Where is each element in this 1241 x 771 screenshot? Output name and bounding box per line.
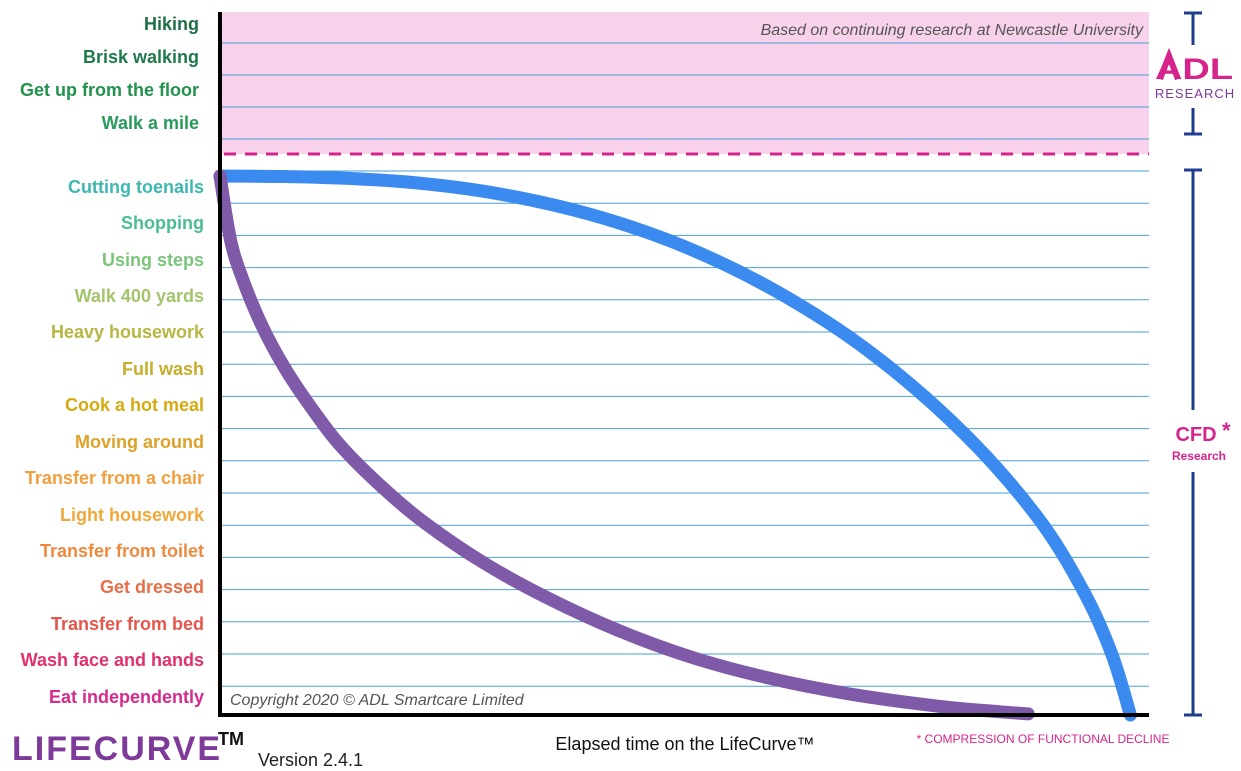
adl-research-zone [220,12,1149,154]
adl-logo-text: ADL [1155,53,1233,86]
activity-label: Hiking [144,14,199,34]
activity-label: Cook a hot meal [65,395,204,415]
adl-bracket [1184,11,1202,136]
copyright-text: Copyright 2020 © ADL Smartcare Limited [230,692,525,709]
cfd-star: * [1222,418,1231,443]
adl-logo-icon: ADL [1155,47,1233,86]
compressed-decline-curve [213,169,1137,722]
cfd-research-label: Research [1172,449,1226,463]
grid-lines [220,42,1149,687]
adl-research-label: RESEARCH [1155,86,1235,101]
activity-label: Get dressed [100,577,204,597]
version-text: Version 2.4.1 [258,750,363,770]
activity-label: Walk 400 yards [75,286,204,306]
activity-label: Using steps [102,250,204,270]
cfd-bracket [1184,168,1202,717]
typical-decline-curve [213,169,1035,721]
curves [213,169,1137,722]
x-axis-label: Elapsed time on the LifeCurve™ [555,734,814,754]
cfd-footnote: * COMPRESSION OF FUNCTIONAL DECLINE [917,732,1170,746]
trademark-mark: TM [218,729,244,749]
activity-label: Cutting toenails [68,177,204,197]
activity-label: Transfer from a chair [25,468,204,488]
activity-label: Wash face and hands [21,650,204,670]
activity-label: Shopping [121,213,204,233]
activity-label: Light housework [60,505,205,525]
activity-label: Moving around [75,432,204,452]
activity-label: Get up from the floor [20,80,199,100]
activity-label: Transfer from toilet [40,541,204,561]
activity-label: Full wash [122,359,204,379]
activity-label: Eat independently [49,687,204,707]
lifecurve-logo: LIFECURVE [12,730,222,768]
research-note: Based on continuing research at Newcastl… [761,22,1144,39]
cfd-label: CFD [1175,424,1216,446]
activity-label: Transfer from bed [51,614,204,634]
activity-label: Heavy housework [51,322,205,342]
activity-labels: Hiking Brisk walking Get up from the floor… [20,14,205,707]
activity-label: Brisk walking [83,47,199,67]
activity-label: Walk a mile [102,113,199,133]
